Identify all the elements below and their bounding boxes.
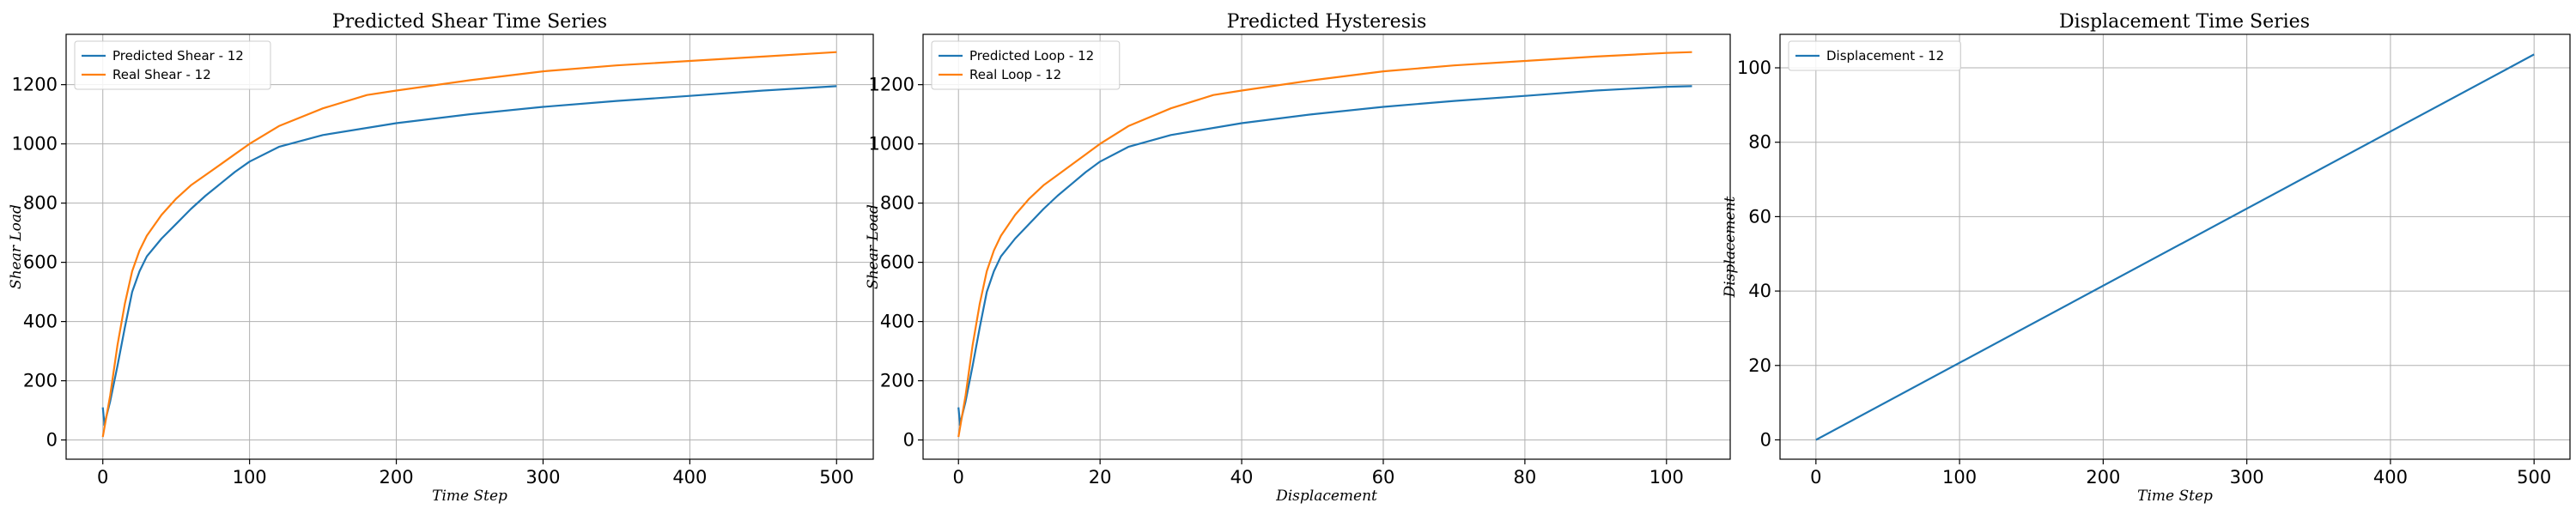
y-tick-label: 800 (880, 193, 914, 214)
x-axis-label: Time Step (2137, 488, 2213, 505)
y-axis-label: Displacement (1722, 196, 1739, 298)
legend-entry: Predicted Shear - 12 (112, 48, 244, 64)
x-tick-label: 40 (1230, 467, 1254, 488)
subplot-title: Predicted Shear Time Series (332, 11, 607, 33)
y-tick-label: 1000 (869, 134, 914, 154)
x-axis-label: Displacement (1275, 488, 1377, 505)
y-tick-label: 100 (1737, 58, 1771, 78)
legend: Displacement - 12 (1788, 40, 1961, 71)
legend-entry: Real Shear - 12 (112, 67, 211, 82)
x-tick-label: 400 (2373, 467, 2408, 488)
x-tick-label: 100 (1942, 467, 1977, 488)
legend: Predicted Loop - 12 Real Loop - 12 (931, 40, 1121, 90)
subplot-hysteresis: Predicted Hysteresis 0 20 40 60 80 1000200400… (865, 11, 1731, 505)
y-tick-label: 200 (23, 371, 58, 391)
subplot-title: Predicted Hysteresis (1227, 11, 1427, 33)
x-tick-label: 0 (97, 467, 108, 488)
legend-entry: Real Loop - 12 (969, 67, 1061, 82)
legend: Predicted Shear - 12 Real Shear - 12 (74, 40, 271, 90)
subplot-title: Displacement Time Series (2059, 11, 2310, 33)
y-tick-label: 600 (880, 252, 914, 273)
x-tick-label: 200 (379, 467, 413, 488)
series-line-1 (957, 85, 1692, 427)
y-tick-label: 0 (46, 430, 58, 451)
y-tick-label: 1200 (869, 75, 914, 95)
x-tick-label: 200 (2086, 467, 2120, 488)
y-tick-label: 600 (23, 252, 58, 273)
plot-frame (1779, 33, 2571, 460)
plot-frame (922, 33, 1731, 460)
x-tick-label: 500 (819, 467, 854, 488)
x-tick-label: 60 (1372, 467, 1395, 488)
y-tick-label: 0 (903, 430, 914, 451)
legend-box (931, 40, 1121, 90)
y-tick-label: 1000 (12, 134, 58, 154)
series-line-1 (1815, 53, 2535, 441)
y-axis-label: Shear Load (8, 204, 25, 289)
x-tick-label: 300 (2230, 467, 2264, 488)
subplot-displacement-time-series: Displacement Time Series 0 100 200 300 400 50… (1722, 11, 2571, 505)
x-tick-label: 500 (2517, 467, 2551, 488)
y-tick-label: 800 (23, 193, 58, 214)
legend-box (74, 40, 271, 90)
x-tick-label: 100 (233, 467, 267, 488)
y-tick-label: 60 (1748, 206, 1771, 227)
y-tick-label: 400 (23, 312, 58, 332)
y-tick-label: 200 (880, 371, 914, 391)
plot-frame (65, 33, 874, 460)
y-tick-label: 1200 (12, 75, 58, 95)
x-tick-label: 300 (526, 467, 560, 488)
x-tick-label: 0 (1810, 467, 1821, 488)
x-tick-label: 80 (1514, 467, 1537, 488)
y-axis-label: Shear Load (865, 204, 882, 289)
y-tick-label: 400 (880, 312, 914, 332)
legend-box (1788, 40, 1961, 71)
series-line-1 (101, 85, 837, 427)
legend-entry: Predicted Loop - 12 (969, 48, 1094, 64)
x-tick-label: 0 (953, 467, 964, 488)
y-tick-label: 0 (1760, 429, 1771, 450)
x-tick-label: 100 (1649, 467, 1684, 488)
legend-entry: Displacement - 12 (1826, 48, 1944, 64)
subplot-shear-time-series: Predicted Shear Time Series 0 100 200 300 40… (8, 11, 874, 505)
series-line-2 (101, 51, 837, 438)
y-tick-label: 80 (1748, 132, 1771, 153)
y-tick-label: 20 (1748, 355, 1771, 376)
y-tick-label: 40 (1748, 281, 1771, 301)
x-axis-label: Time Step (432, 488, 507, 505)
x-tick-label: 20 (1089, 467, 1112, 488)
x-tick-label: 400 (672, 467, 707, 488)
series-line-2 (957, 51, 1692, 438)
